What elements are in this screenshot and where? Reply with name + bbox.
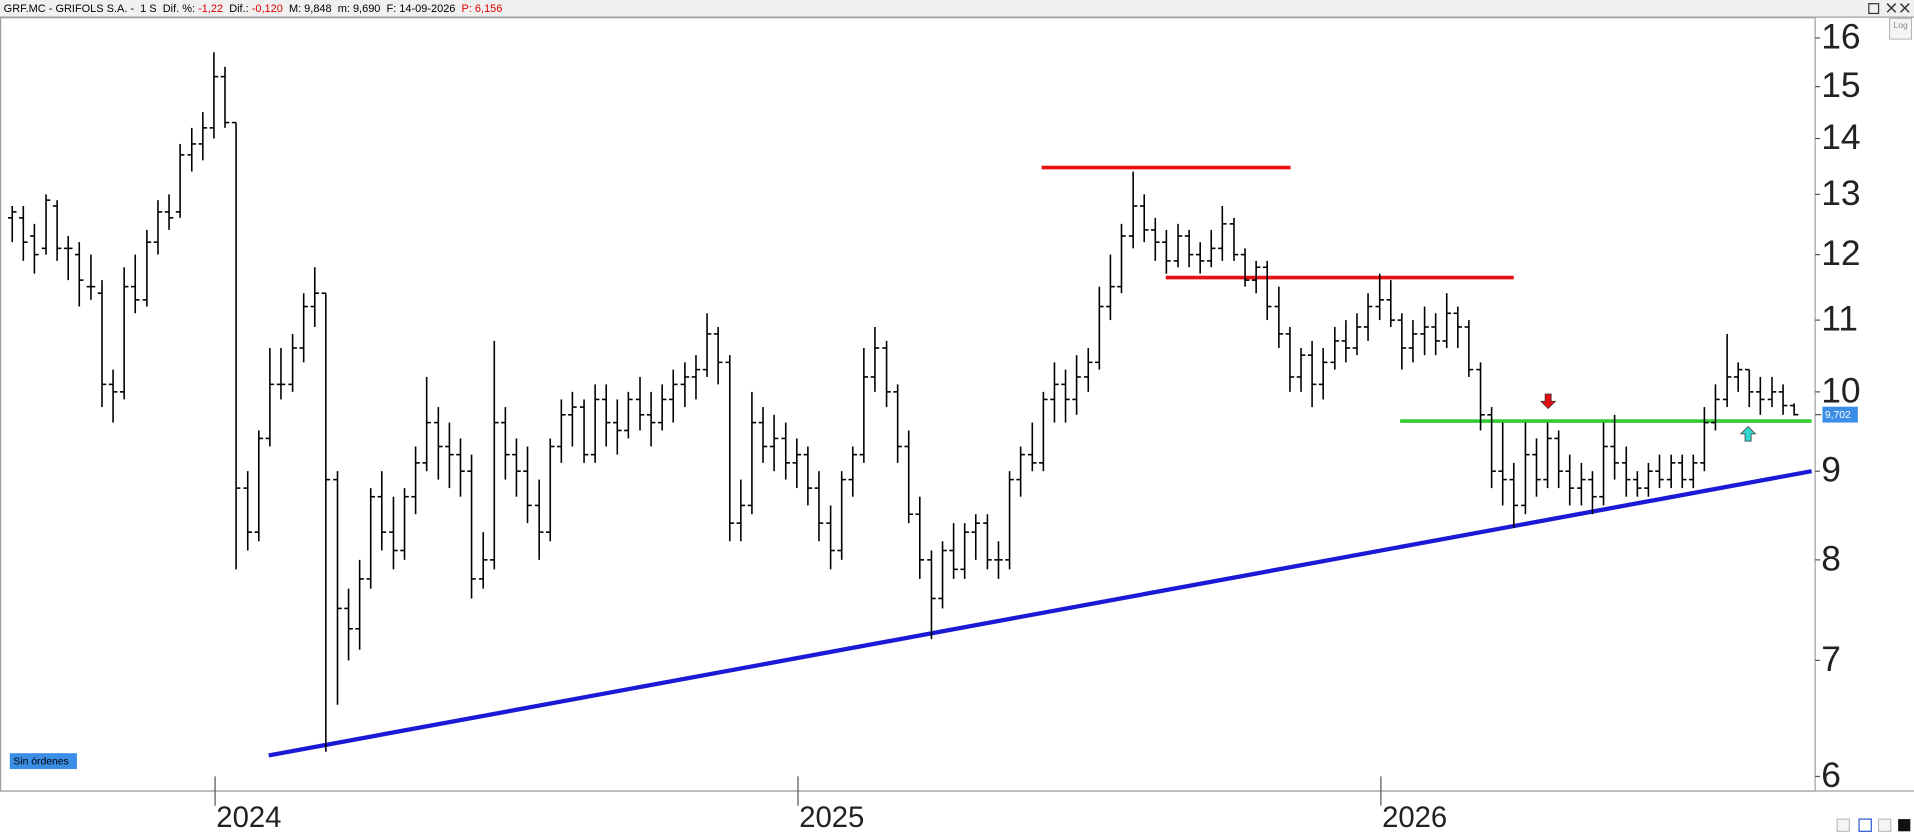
tool-button[interactable] [1898,819,1911,832]
log-button-label[interactable]: Log [1893,20,1907,30]
header-part: M: 9,848 m: 9,690 F: 14-09-2026 [283,3,462,15]
signal-arrow [1739,426,1757,442]
log-button[interactable] [1889,17,1913,40]
y-tick-label: 11 [1821,300,1858,339]
last-price-tag [1822,406,1858,423]
orders-badge [9,753,77,770]
save-button[interactable] [1858,818,1872,832]
header-part: GRF.MC - GRIFOLS S.A. - 1 S Dif. %: [4,3,198,15]
y-tick-label: 15 [1821,66,1860,105]
tool-button[interactable] [1878,818,1892,832]
x-tick-label: 2025 [799,801,864,834]
y-tick-label: 7 [1821,640,1841,679]
y-tick-label: 10 [1821,371,1860,410]
y-tick-label: 16 [1821,18,1860,57]
close-button[interactable] [1886,3,1897,13]
header-part: Dif.: [223,3,252,15]
y-tick-label: 9 [1821,451,1841,490]
orders-label: Sin órdenes [13,756,68,767]
trendline [268,469,1813,758]
window-buttons[interactable] [1868,3,1910,15]
x-tick-label: 2026 [1382,801,1447,834]
header-part: -0,120 [252,3,283,15]
bottom-tools[interactable] [1836,818,1911,832]
header-part: -1,22 [198,3,223,15]
header-text: GRF.MC - GRIFOLS S.A. - 1 S Dif. %: -1,2… [4,3,503,15]
signal-arrow [1539,393,1557,410]
tool-button[interactable] [1836,818,1850,832]
y-tick-label: 6 [1821,756,1841,795]
close-all-button[interactable] [1900,3,1910,13]
header-part: P: 6,156 [462,3,503,15]
y-tick-label: 12 [1821,234,1860,273]
y-tick-label: 8 [1821,539,1841,578]
y-tick-label: 13 [1821,174,1860,213]
maximize-button[interactable] [1868,3,1880,15]
x-tick-label: 2024 [216,801,281,834]
header-bar [0,0,1914,18]
y-tick-label: 14 [1821,118,1860,157]
last-price-label: 9,702 [1825,410,1851,421]
